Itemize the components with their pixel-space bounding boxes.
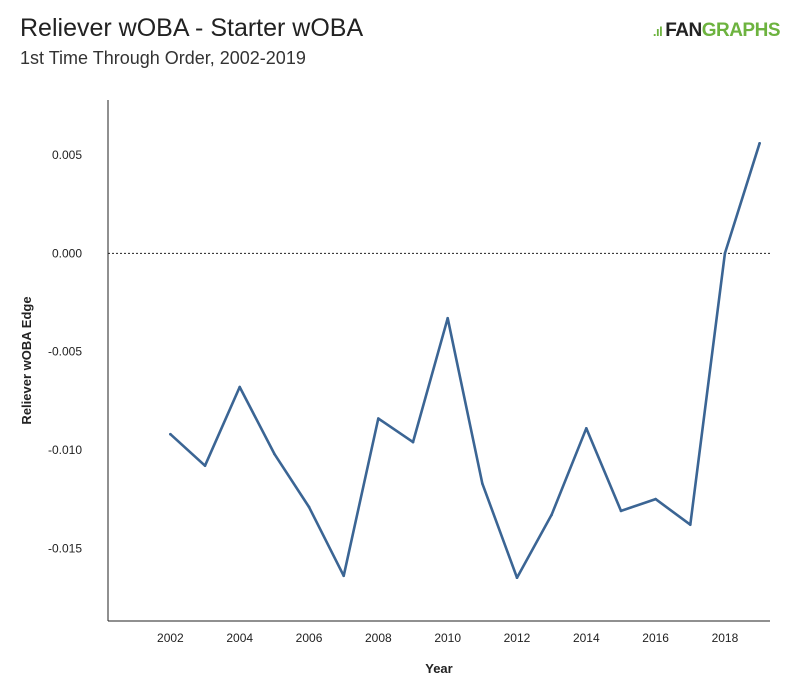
data-point: [758, 141, 761, 145]
chart-subtitle: 1st Time Through Order, 2002-2019: [20, 48, 306, 68]
x-axis-label: Year: [425, 661, 452, 676]
data-point: [411, 440, 415, 444]
data-point: [169, 432, 172, 436]
series-group: [169, 141, 761, 580]
y-tick-label: -0.015: [48, 541, 82, 555]
data-point: [342, 574, 345, 578]
data-point: [481, 482, 484, 485]
x-tick-label: 2018: [712, 631, 739, 645]
data-point: [515, 576, 519, 580]
y-axis-label: Reliever wOBA Edge: [19, 296, 34, 424]
y-ticks: 0.005 0.000 -0.005 -0.010 -0.015: [48, 148, 82, 555]
x-tick-label: 2006: [296, 631, 323, 645]
logo-text-fan: FAN: [665, 20, 702, 41]
x-ticks: 2002 2004 2006 2008 2010 2012 2014 2016 2018: [157, 631, 739, 645]
x-tick-label: 2010: [434, 631, 461, 645]
data-point: [585, 427, 588, 430]
data-point: [688, 523, 692, 526]
data-point: [238, 385, 242, 389]
axes: [107, 100, 770, 622]
x-tick-label: 2008: [365, 631, 392, 645]
logo-text-graphs: GRAPHS: [701, 20, 781, 41]
y-tick-label: 0.000: [52, 246, 82, 260]
data-point: [654, 497, 657, 501]
y-tick-label: -0.010: [48, 443, 82, 457]
data-point: [203, 464, 207, 467]
x-tick-label: 2016: [642, 631, 669, 645]
y-tick-label: 0.005: [52, 148, 82, 162]
y-tick-label: -0.005: [48, 345, 82, 359]
series-line: [169, 142, 761, 580]
data-point: [377, 417, 380, 420]
data-point: [273, 452, 276, 456]
logo-bars-icon: .ıl: [652, 23, 663, 39]
x-tick-label: 2002: [157, 631, 184, 645]
data-point: [446, 316, 449, 320]
x-tick-label: 2014: [573, 631, 600, 645]
x-tick-label: 2004: [226, 631, 253, 645]
fangraphs-logo: .ıl FAN GRAPHS: [652, 20, 781, 42]
data-point: [619, 509, 623, 513]
chart-title: Reliever wOBA - Starter wOBA: [20, 14, 364, 42]
x-tick-label: 2012: [504, 631, 531, 645]
data-point: [723, 252, 727, 255]
data-point: [550, 513, 553, 517]
data-point: [307, 505, 311, 509]
